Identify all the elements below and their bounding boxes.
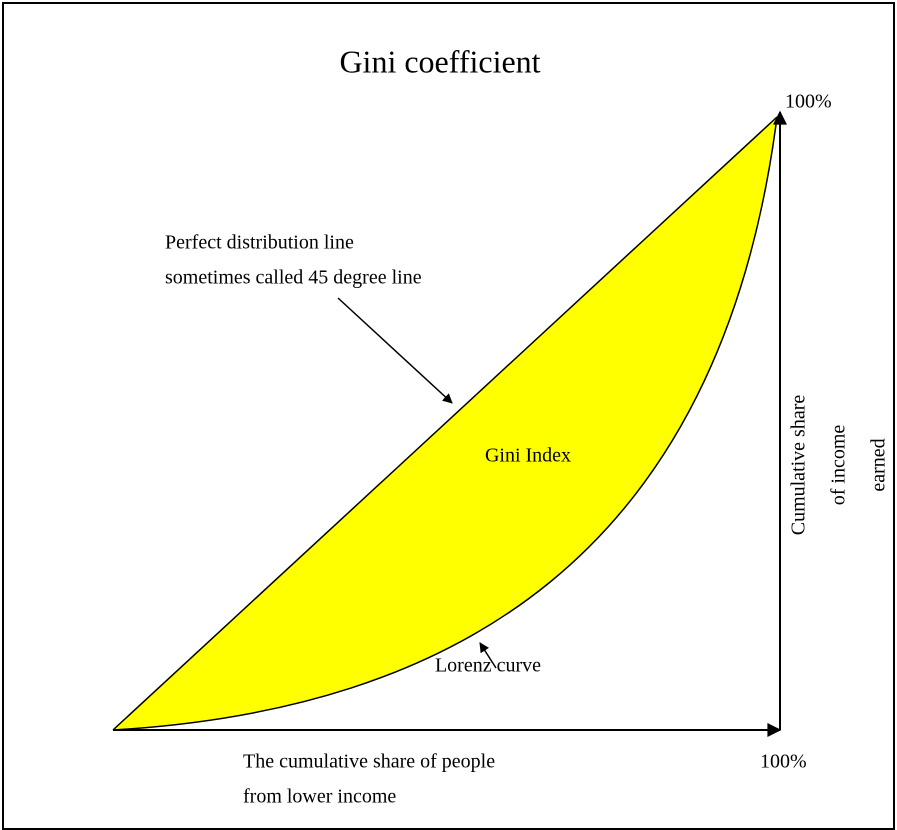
equality-line [112, 116, 778, 731]
annotation: Lorenz curve [435, 655, 541, 677]
y-axis-label: Cumulative share [788, 395, 810, 536]
title: Gini coefficient [339, 43, 540, 79]
axis-end-label: 100% [785, 91, 832, 113]
y-axis-label: earned [868, 438, 890, 491]
pointer-arrow [479, 642, 497, 669]
lorenz-curve [112, 116, 778, 731]
annotation: Perfect distribution line [165, 232, 354, 254]
annotation: sometimes called 45 degree line [165, 267, 422, 289]
axis-end-label: 100% [760, 751, 807, 773]
pointer-arrow [337, 297, 453, 404]
x-axis-label: The cumulative share of people [243, 751, 495, 773]
y-axis-label: of income [828, 425, 850, 506]
annotation: Gini Index [485, 445, 571, 467]
x-axis-label: from lower income [243, 786, 396, 808]
